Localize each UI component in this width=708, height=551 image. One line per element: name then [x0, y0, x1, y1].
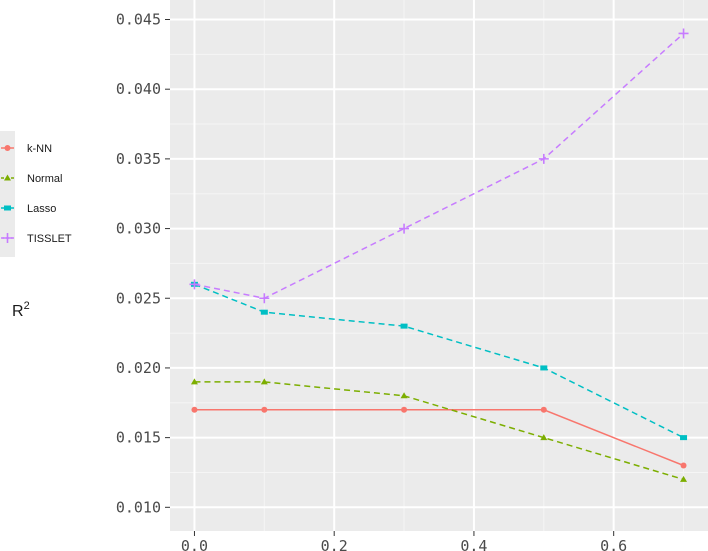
series [189, 28, 689, 482]
data-point-k-nn [261, 406, 268, 413]
axes: 0.010 0.015 0.020 0.025 0.030 0.035 0.040 0.045… [116, 11, 627, 551]
data-point-k-nn [680, 462, 687, 469]
data-point-tisslet [678, 28, 689, 39]
data-point-tisslet [189, 279, 200, 290]
data-point-k-nn [191, 406, 198, 413]
data-point-normal [400, 392, 408, 399]
y-axis-label-superscript: 2 [24, 300, 30, 312]
x-tick-label: 0.0 [181, 537, 208, 551]
series-k-nn [191, 406, 687, 469]
y-tick-label: 0.045 [116, 11, 161, 29]
legend-label-lasso: Lasso [27, 203, 56, 215]
legend-key-marker-normal [4, 174, 11, 181]
legend-key-marker-tisslet [2, 233, 13, 243]
data-point-lasso [680, 435, 688, 441]
y-tick-label: 0.015 [116, 429, 161, 447]
data-point-normal [680, 475, 688, 482]
grid [170, 0, 708, 531]
data-point-tisslet [538, 153, 549, 164]
data-point-tisslet [259, 293, 270, 304]
plot-panel [170, 0, 708, 531]
data-point-lasso [400, 323, 408, 329]
y-tick-label: 0.025 [116, 289, 161, 307]
legend-label-tisslet: TISSLET [27, 233, 72, 245]
legend-key-marker-lasso [4, 205, 11, 211]
legend-key-background [0, 131, 15, 257]
y-tick-label: 0.040 [116, 80, 161, 98]
legend-key-marker-k-nn [4, 145, 11, 151]
data-point-lasso [260, 309, 268, 315]
y-tick-label: 0.020 [116, 359, 161, 377]
y-tick-label: 0.030 [116, 220, 161, 238]
legend-label-normal: Normal [27, 173, 62, 185]
series-normal [190, 378, 688, 482]
data-point-normal [190, 378, 198, 385]
x-tick-label: 0.2 [321, 537, 348, 551]
series-tisslet [189, 28, 689, 304]
legend-label-k-nn: k-NN [27, 143, 52, 155]
x-tick-label: 0.6 [600, 537, 627, 551]
y-axis-label: R2 [12, 300, 30, 320]
data-point-normal [540, 434, 548, 441]
x-tick-label: 0.4 [460, 537, 487, 551]
data-point-k-nn [401, 406, 408, 413]
legend: k-NN Normal Lasso TISSLET [0, 131, 72, 257]
y-tick-label: 0.010 [116, 498, 161, 516]
data-point-normal [260, 378, 268, 385]
y-tick-label: 0.035 [116, 150, 161, 168]
data-point-k-nn [540, 406, 547, 413]
data-point-lasso [540, 365, 548, 371]
data-point-tisslet [399, 223, 410, 234]
